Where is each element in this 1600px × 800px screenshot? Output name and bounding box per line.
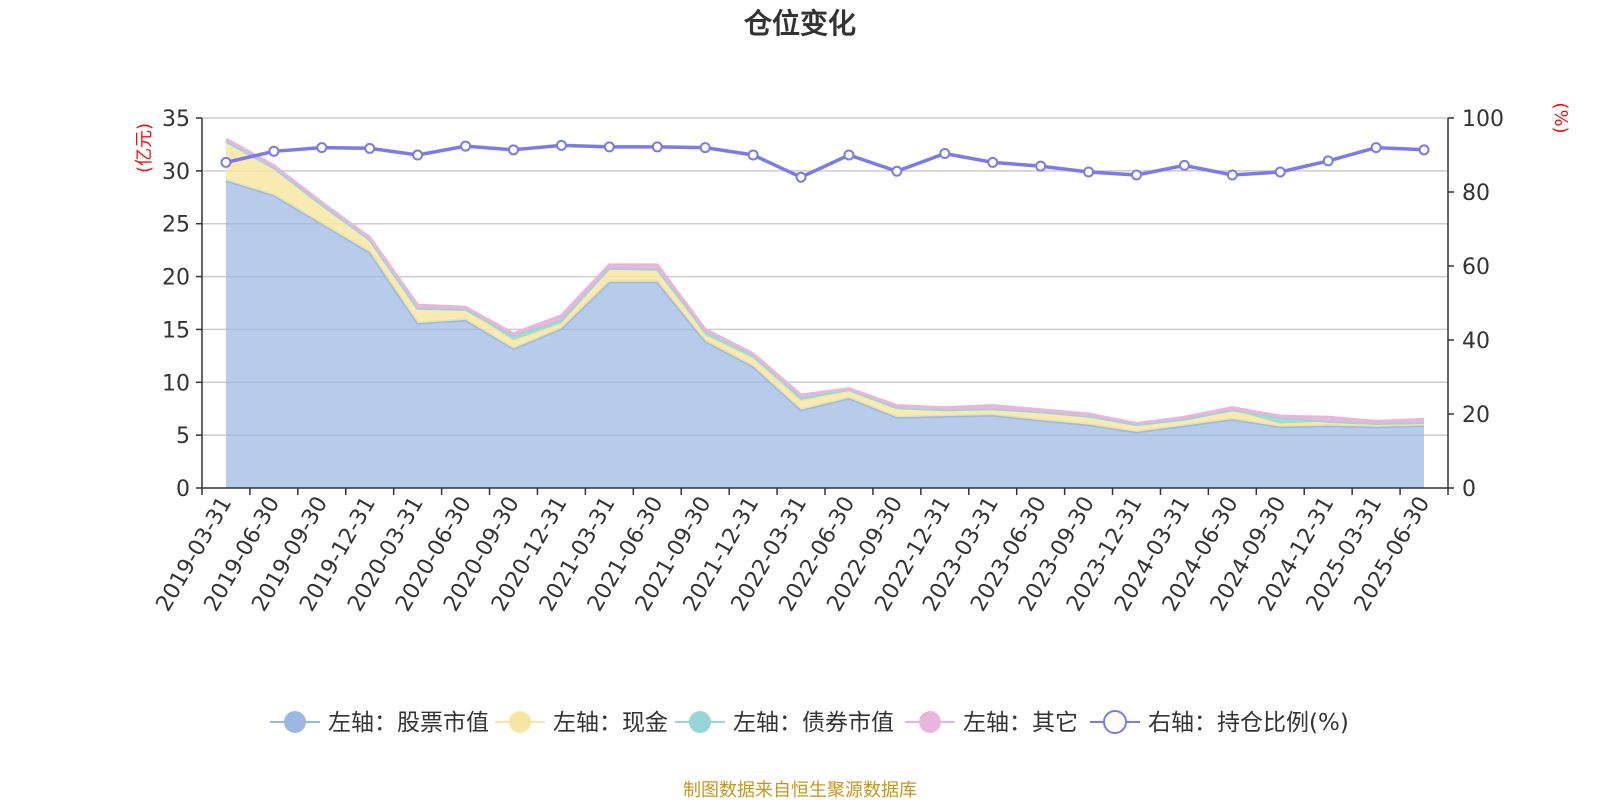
ratio-point <box>1178 159 1190 171</box>
legend-item[interactable]: 左轴：股票市值 <box>270 710 489 736</box>
ratio-point <box>460 140 472 152</box>
left-tick-label: 30 <box>162 160 190 185</box>
ratio-point <box>891 165 903 177</box>
right-tick-label: 20 <box>1462 403 1490 428</box>
left-axis-ticks: 0 5 10 15 20 25 30 35 <box>162 107 202 502</box>
right-axis-ticks: 0 20 40 60 80 100 <box>1448 107 1504 502</box>
legend: 左轴：股票市值 左轴：现金 左轴：债券市值 左轴：其它 右轴：持仓比例(%) <box>270 710 1349 736</box>
area-edge-other <box>225 137 1425 426</box>
ratio-point <box>364 142 376 154</box>
legend-label: 左轴：其它 <box>963 710 1078 736</box>
left-tick-label: 35 <box>162 107 190 132</box>
area-stock <box>226 180 1424 488</box>
right-tick-label: 0 <box>1462 477 1476 502</box>
ratio-point <box>1322 155 1334 167</box>
ratio-point <box>1083 166 1095 178</box>
left-tick-label: 25 <box>162 213 190 238</box>
ratio-point <box>1418 144 1430 156</box>
legend-marker <box>509 711 531 733</box>
right-tick-label: 40 <box>1462 329 1490 354</box>
legend-marker <box>919 711 941 733</box>
ratio-point <box>555 139 567 151</box>
left-tick-label: 5 <box>176 424 190 449</box>
ratio-point <box>316 142 328 154</box>
ratio-point <box>268 145 280 157</box>
ratio-point <box>939 148 951 160</box>
ratio-point <box>1274 166 1286 178</box>
legend-label: 右轴：持仓比例(%) <box>1148 710 1349 736</box>
ratio-line <box>220 139 1430 183</box>
ratio-point <box>1370 142 1382 154</box>
ratio-point <box>1226 169 1238 181</box>
chart-title: 仓位变化 <box>744 7 856 40</box>
right-tick-label: 60 <box>1462 255 1490 280</box>
ratio-point <box>987 156 999 168</box>
ratio-point <box>603 141 615 153</box>
legend-item[interactable]: 左轴：债券市值 <box>675 710 894 736</box>
ratio-point <box>747 149 759 161</box>
ratio-point <box>651 141 663 153</box>
left-tick-label: 20 <box>162 266 190 291</box>
legend-label: 左轴：债券市值 <box>733 710 894 736</box>
right-axis-unit: (%) <box>1550 102 1571 133</box>
ratio-point <box>220 156 232 168</box>
ratio-point <box>1131 169 1142 181</box>
ratio-line-path <box>225 143 1425 180</box>
legend-marker <box>284 711 306 733</box>
legend-item[interactable]: 右轴：持仓比例(%) <box>1090 710 1349 736</box>
legend-marker <box>1103 710 1127 734</box>
ratio-point <box>508 144 519 156</box>
left-tick-label: 15 <box>162 318 190 343</box>
legend-marker <box>689 711 711 733</box>
data-source-note: 制图数据来自恒生聚源数据库 <box>683 780 917 800</box>
left-tick-label: 0 <box>176 477 190 502</box>
ratio-point <box>1035 160 1047 172</box>
ratio-point <box>795 171 807 183</box>
right-tick-label: 80 <box>1462 181 1490 206</box>
left-axis-unit: (亿元) <box>134 123 155 173</box>
legend-label: 左轴：现金 <box>553 710 668 736</box>
ratio-point <box>412 149 424 161</box>
legend-item[interactable]: 左轴：现金 <box>495 710 668 736</box>
legend-label: 左轴：股票市值 <box>328 710 489 736</box>
legend-item[interactable]: 左轴：其它 <box>905 710 1078 736</box>
ratio-point <box>699 142 711 154</box>
area-edge-stock <box>225 178 1425 434</box>
left-tick-label: 10 <box>162 371 190 396</box>
ratio-point <box>843 149 855 161</box>
right-tick-label: 100 <box>1462 107 1504 132</box>
stacked-areas <box>225 137 1425 488</box>
x-axis-ticks: 2019-03-312019-06-302019-09-302019-12-31… <box>152 488 1449 616</box>
